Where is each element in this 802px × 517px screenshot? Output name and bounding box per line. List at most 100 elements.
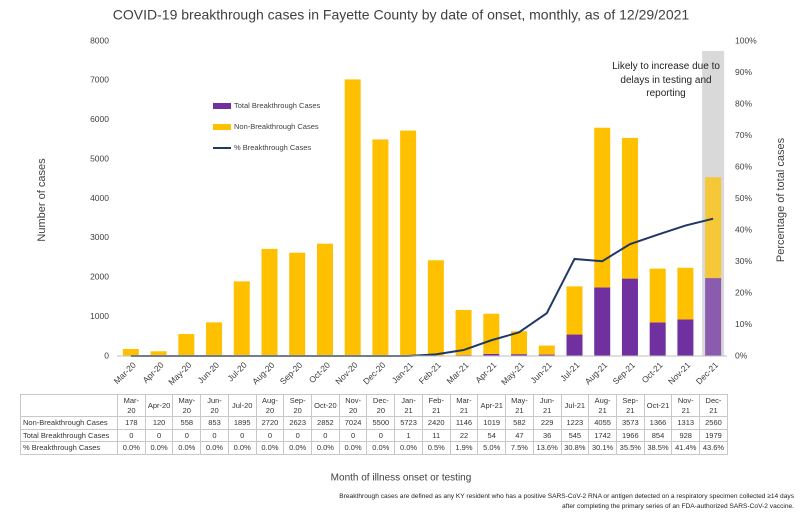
y2-tick-label: 40% xyxy=(735,224,752,234)
x-tick-label: May-21 xyxy=(499,360,526,387)
table-cell: 43.6% xyxy=(699,441,728,455)
table-row-label: Non-Breakthrough Cases xyxy=(20,416,118,430)
table-cell: 1146 xyxy=(449,416,479,430)
x-tick-label: Sep-20 xyxy=(278,360,305,387)
table-header-cell: Jan-21 xyxy=(394,394,423,417)
y-tick-label: 2000 xyxy=(90,272,109,282)
table-header-cell: Jun-20 xyxy=(200,394,229,417)
bar xyxy=(289,252,306,356)
table-cell: 2420 xyxy=(421,416,451,430)
table-cell: 0.0% xyxy=(394,441,423,455)
x-axis-title: Month of illness onset or testing xyxy=(331,473,472,484)
table-header-cell: Aug-20 xyxy=(255,394,285,417)
legend-label: Non-Breakthrough Cases xyxy=(234,122,319,131)
annotation: Likely to increase due to delays in test… xyxy=(612,61,720,99)
bar xyxy=(677,319,694,356)
y2-tick-label: 80% xyxy=(735,98,752,108)
legend-swatch xyxy=(213,103,231,109)
table-cell: 0.0% xyxy=(311,441,340,455)
table-cell: 120 xyxy=(144,416,174,430)
table-cell: 0.0% xyxy=(366,441,396,455)
table-cell: 7024 xyxy=(338,416,368,430)
x-tick-label: Dec-20 xyxy=(361,360,388,387)
x-tick-label: Jun-21 xyxy=(528,360,554,386)
table-cell: 0 xyxy=(172,428,202,442)
x-tick-label: Feb-21 xyxy=(417,360,443,386)
table-header-cell: Sep-21 xyxy=(615,394,645,417)
table-cell: 0 xyxy=(255,428,285,442)
bar xyxy=(594,287,611,356)
y2-tick-label: 10% xyxy=(735,319,752,329)
table-row: % Breakthrough Cases 0.0% 0.0% 0.0% 0.0% 0.0%… xyxy=(20,441,728,455)
bar xyxy=(150,351,167,356)
y2-tick-label: 70% xyxy=(735,130,752,140)
table-cell: 41.4% xyxy=(671,441,701,455)
bar xyxy=(400,130,417,356)
table-cell: 1 xyxy=(394,428,423,442)
legend-swatch xyxy=(213,124,231,130)
table-cell: 0 xyxy=(283,428,313,442)
y2-tick-label: 30% xyxy=(735,256,752,266)
x-tick-label: Jul-20 xyxy=(225,360,249,384)
table-row-label: Total Breakthrough Cases xyxy=(20,428,118,442)
x-tick-label: Oct-21 xyxy=(640,360,665,385)
x-tick-label: Mar-20 xyxy=(112,360,138,386)
table-cell: 0.0% xyxy=(255,441,285,455)
data-table: Mar-20 Apr-20 May-20 Jun-20 Jul-20 Aug-20 Sep-… xyxy=(20,394,728,455)
table-cell: 854 xyxy=(643,428,673,442)
x-tick-label: Oct-20 xyxy=(307,360,332,385)
y-tick-label: 5000 xyxy=(90,153,109,163)
table-header-cell: Apr-20 xyxy=(144,394,174,417)
table-cell: 11 xyxy=(421,428,451,442)
table-cell: 13.6% xyxy=(532,441,562,455)
table-cell: 35.5% xyxy=(615,441,645,455)
bar xyxy=(206,322,223,356)
table-cell: 545 xyxy=(560,428,590,442)
table-cell: 0 xyxy=(311,428,340,442)
table-cell: 0 xyxy=(227,428,257,442)
bar xyxy=(594,127,611,288)
x-tick-label: Mar-21 xyxy=(444,360,470,386)
table-cell: 2720 xyxy=(255,416,285,430)
table-cell: 54 xyxy=(477,428,507,442)
table-cell: 0 xyxy=(366,428,396,442)
table-header-cell: Nov-21 xyxy=(671,394,701,417)
bar xyxy=(621,278,638,356)
table-cell: 1019 xyxy=(477,416,507,430)
table-cell: 1979 xyxy=(699,428,728,442)
table-cell: 2623 xyxy=(283,416,313,430)
table-header-cell: Mar-20 xyxy=(117,394,146,417)
chart-title: COVID-19 breakthrough cases in Fayette C… xyxy=(113,7,690,23)
y2-tick-label: 0% xyxy=(735,350,748,360)
table-header-cell: Dec-20 xyxy=(366,394,396,417)
table-cell: 38.5% xyxy=(643,441,673,455)
x-tick-label: Apr-21 xyxy=(473,360,498,385)
table-cell: 5500 xyxy=(366,416,396,430)
x-tick-label: Dec-21 xyxy=(694,360,721,387)
y-tick-label: 1000 xyxy=(90,311,109,321)
x-tick-label: Nov-20 xyxy=(333,360,360,387)
table-cell: 0.5% xyxy=(421,441,451,455)
table-cell: 2560 xyxy=(699,416,728,430)
table-cell: 30.8% xyxy=(560,441,590,455)
x-tick-label: Aug-20 xyxy=(250,360,277,387)
table-cell: 0.0% xyxy=(283,441,313,455)
x-tick-label: Jul-21 xyxy=(558,360,582,384)
table-cell: 928 xyxy=(671,428,701,442)
table-header-cell: May-20 xyxy=(172,394,202,417)
x-tick-label: Jan-21 xyxy=(390,360,416,386)
table-cell: 558 xyxy=(172,416,202,430)
table-header-row: Mar-20 Apr-20 May-20 Jun-20 Jul-20 Aug-20 Sep-… xyxy=(20,394,728,417)
table-cell: 1966 xyxy=(615,428,645,442)
table-cell: 7.5% xyxy=(505,441,534,455)
y-tick-label: 3000 xyxy=(90,232,109,242)
table-corner xyxy=(20,394,118,417)
x-tick-label: Jun-20 xyxy=(196,360,222,386)
y2-tick-label: 90% xyxy=(735,67,752,77)
table-cell: 1366 xyxy=(643,416,673,430)
table-cell: 0 xyxy=(338,428,368,442)
bar xyxy=(483,353,500,356)
bar xyxy=(344,79,361,357)
